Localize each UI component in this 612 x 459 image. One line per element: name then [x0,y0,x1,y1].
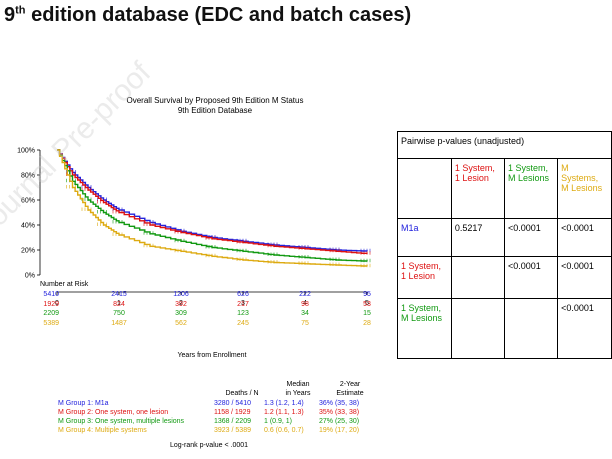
legend-entry-median: 1.3 (1.2, 1.4) [264,400,304,407]
y-tick-label: 80% [21,173,35,180]
pvalue-row1-label: M1a [397,218,452,257]
legend-entry-median: 1 (0.9, 1) [264,418,293,425]
pvalue-row2-label: 1 System, 1 Lesion [397,256,452,299]
x-tick-label: 0 [55,300,59,307]
y-tick-label: 60% [21,198,35,205]
risk-value: 309 [175,310,187,317]
risk-value: 562 [175,319,187,327]
risk-value: 98 [301,300,309,308]
pvalue-cell: <0.0001 [503,218,559,257]
risk-value: 95 [363,291,371,298]
risk-value: 1206 [173,291,189,298]
risk-value: 53 [363,300,371,308]
legend-entry-name: M Group 3: One system, multiple lesions [58,418,185,425]
legend-entry-estimate: 19% (17, 20) [319,427,360,434]
risk-value: 75 [301,319,309,327]
pvalue-cell: <0.0001 [557,218,612,257]
pvalue-cell: 0.5217 [450,218,505,257]
x-tick-label: 2 [179,300,183,307]
y-tick-label: 40% [21,223,35,230]
pvalue-row3-label: 1 System, M Lesions [397,298,452,359]
legend-entry-estimate: 27% (25, 30) [319,418,360,425]
risk-value: 5410 [43,291,59,298]
risk-value: 2415 [111,291,127,298]
y-tick-label: 20% [21,248,35,255]
pvalue-col3-header: M Systems, M Lesions [557,158,612,219]
x-tick-label: 3 [241,300,245,307]
pvalue-cell: <0.0001 [557,298,612,359]
risk-table-heading: Number at Risk [40,281,89,288]
risk-value: 2209 [43,310,59,317]
risk-value: 750 [113,310,125,317]
pvalue-col1-header: 1 System, 1 Lesion [450,158,505,219]
pvalue-col2-header: 1 System, M Lesions [503,158,559,219]
x-tick-label: 4 [303,300,307,307]
x-axis-label: Years from Enrollment [178,352,247,359]
legend-entry-name: M Group 1: M1a [58,400,109,407]
y-tick-label: 0% [25,273,35,280]
legend-entry-deaths: 3923 / 5389 [214,427,251,434]
risk-value: 123 [237,310,249,317]
risk-value: 1487 [111,319,127,327]
chart-title: Overall Survival by Proposed 9th Edition… [60,96,370,116]
x-tick-label: 1 [117,300,121,307]
risk-value: 34 [301,310,309,317]
legend-entry-median: 0.6 (0.6, 0.7) [264,427,304,434]
risk-value: 15 [363,310,371,317]
pvalue-cell: <0.0001 [503,256,559,299]
legend-entry-estimate: 36% (35, 38) [319,400,360,407]
risk-value: 1929 [43,300,59,308]
risk-value: 626 [237,291,249,298]
chart-subtitle: 9th Edition Database [177,106,253,115]
legend-header-estimate: 2-Year [339,381,361,388]
legend-entry-name: M Group 4: Multiple systems [58,427,147,434]
legend-header-median: Median [286,381,310,388]
x-tick-label: 5 [365,300,369,307]
risk-value: 28 [363,319,371,327]
pvalue-table: Pairwise p-values (unadjusted) 1 System,… [397,131,612,359]
risk-value: 392 [175,300,187,308]
legend-entry-deaths: 3280 / 5410 [214,400,251,407]
legend-entry-deaths: 1158 / 1929 [214,409,251,416]
legend-entry-name: M Group 2: One system, one lesion [58,409,169,416]
series-line [57,149,368,262]
slide-title: 9th edition database (EDC and batch case… [4,4,412,26]
risk-value: 5389 [43,319,59,327]
chart-title-line1: Overall Survival by Proposed 9th Edition… [126,96,304,105]
logrank-pvalue: Log-rank p-value < .0001 [170,442,249,449]
legend-entry-estimate: 35% (33, 38) [319,409,360,416]
risk-value: 217 [237,300,249,308]
legend-header-deaths: Deaths / N [225,390,259,397]
pvalue-cell [503,298,559,359]
pvalue-cell: <0.0001 [557,256,612,299]
risk-value: 824 [113,300,125,308]
legend-entry-deaths: 1368 / 2209 [214,418,251,425]
legend-header-median: in Years [285,390,311,397]
legend-entry-median: 1.2 (1.1, 1.3) [264,409,304,416]
pvalue-table-title: Pairwise p-values (unadjusted) [397,131,612,159]
pvalue-corner [397,158,452,219]
risk-value: 245 [237,319,249,327]
risk-value: 222 [299,291,311,298]
y-tick-label: 100% [17,148,35,155]
pvalue-cell [450,256,505,299]
pvalue-cell [450,298,505,359]
legend-header-estimate: Estimate [336,390,364,397]
